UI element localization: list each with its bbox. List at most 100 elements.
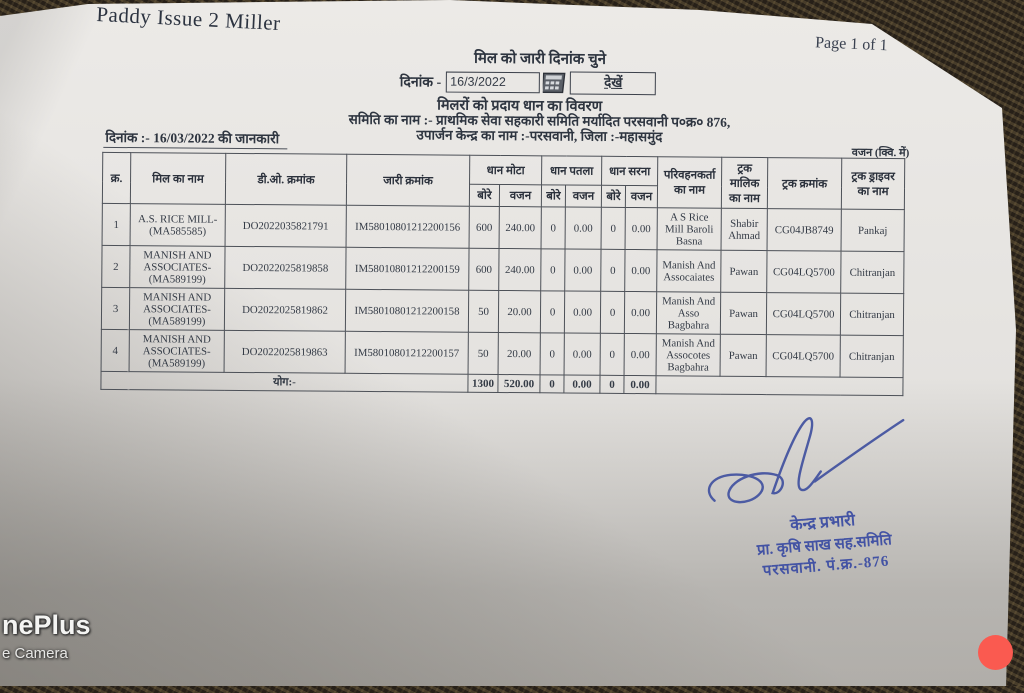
col-header-mill-name: मिल का नाम xyxy=(130,152,226,205)
date-controls: दिनांक - 16/3/2022 देखें xyxy=(400,68,657,96)
calendar-icon[interactable] xyxy=(541,71,567,94)
total-patla-bags: 0 xyxy=(539,374,565,393)
cell-issue-number: IM58010801212200157 xyxy=(345,331,469,375)
col-header-truck-owner: ट्रक मालिक का नाम xyxy=(721,157,768,209)
cell-transporter: A S Rice Mill Baroli Basna xyxy=(657,207,722,251)
cell-mill-name: A.S. RICE MILL- (MA585585) xyxy=(130,203,226,247)
record-indicator-dot xyxy=(978,635,1013,670)
cell-mill-name: MANISH AND ASSOCIATES- (MA589199) xyxy=(129,287,225,331)
cell-transporter: Manish And Assocotes Bagbahra xyxy=(656,333,721,377)
cell-patla-bags: 0 xyxy=(541,206,566,250)
cell-mota-weight: 240.00 xyxy=(499,206,542,249)
total-mota-bags: 1300 xyxy=(467,374,499,393)
table-row: 1 A.S. RICE MILL- (MA585585) DO202203582… xyxy=(102,203,905,252)
cell-issue-number: IM58010801212200156 xyxy=(346,205,470,249)
date-info-line: दिनांक :- 16/03/2022 की जानकारी xyxy=(103,127,288,150)
cell-truck-number: CG04LQ5700 xyxy=(766,250,842,294)
col-header-paddy-sarna: धान सरना xyxy=(601,156,658,186)
cell-sarna-bags: 0 xyxy=(600,291,625,334)
subheader-bags: बोरे xyxy=(601,185,626,208)
total-row-blank xyxy=(655,375,904,396)
cell-patla-bags: 0 xyxy=(540,290,565,333)
cell-mota-bags: 50 xyxy=(468,290,499,333)
col-header-transporter: परिवहनकर्ता का नाम xyxy=(657,156,722,209)
cell-truck-owner: Shabir Ahmad xyxy=(721,208,768,251)
cell-do-number: DO2022035821791 xyxy=(225,204,347,248)
col-header-paddy-mota: धान मोटा xyxy=(469,155,542,185)
cell-mota-bags: 600 xyxy=(469,206,500,249)
cell-truck-owner: Pawan xyxy=(720,250,768,293)
page-indicator: Page 1 of 1 xyxy=(814,34,888,55)
cell-sarna-weight: 0.00 xyxy=(624,249,658,292)
cell-sarna-bags: 0 xyxy=(600,249,626,292)
total-sarna-bags: 0 xyxy=(599,375,625,394)
cell-sarna-bags: 0 xyxy=(601,207,626,250)
cell-truck-owner: Pawan xyxy=(720,334,767,377)
col-header-truck-driver: ट्रक ड्राइवर का नाम xyxy=(841,158,905,210)
total-sarna-weight: 0.00 xyxy=(623,375,657,394)
cell-truck-number: CG04JB8749 xyxy=(767,208,842,252)
watermark-sub: e Camera xyxy=(2,645,68,662)
cell-sn: 2 xyxy=(101,245,131,288)
cell-truck-owner: Pawan xyxy=(720,292,767,335)
cell-mota-bags: 50 xyxy=(468,332,499,375)
cell-sn: 3 xyxy=(101,287,130,330)
cell-truck-number: CG04LQ5700 xyxy=(766,334,841,378)
cell-truck-driver: Chitranjan xyxy=(840,293,904,336)
cell-transporter: Manish And Asso Bagbahra xyxy=(656,291,721,335)
total-patla-weight: 0.00 xyxy=(563,374,601,394)
cell-do-number: DO2022025819858 xyxy=(224,246,347,290)
cell-patla-weight: 0.00 xyxy=(564,290,601,334)
procurement-center-line: उपार्जन केन्द्र का नाम :-परसवानी, जिला :… xyxy=(416,127,663,145)
cell-patla-weight: 0.00 xyxy=(565,207,602,250)
cell-mill-name: MANISH AND ASSOCIATES- (MA589199) xyxy=(129,245,226,289)
date-label: दिनांक - xyxy=(399,74,442,91)
cell-mill-name: MANISH AND ASSOCIATES- (MA589199) xyxy=(129,329,225,373)
paddy-issue-table: क्र. मिल का नाम डी.ओ. क्रमांक जारी क्रमा… xyxy=(100,152,905,396)
cell-truck-driver: Chitranjan xyxy=(840,335,904,378)
subheader-weight: वजन xyxy=(565,185,602,208)
subheader-bags: बोरे xyxy=(541,184,566,208)
cell-sarna-weight: 0.00 xyxy=(624,333,657,376)
cell-sarna-weight: 0.00 xyxy=(624,291,657,334)
cell-issue-number: IM58010801212200159 xyxy=(345,247,470,291)
cell-patla-bags: 0 xyxy=(540,332,565,375)
cell-sn: 4 xyxy=(101,329,130,372)
cell-transporter: Manish And Assocaiates xyxy=(656,249,722,293)
cell-truck-number: CG04LQ5700 xyxy=(766,292,841,336)
cell-patla-weight: 0.00 xyxy=(564,332,601,376)
col-header-paddy-patla: धान पतला xyxy=(541,155,602,186)
subheader-weight: वजन xyxy=(499,184,542,207)
watermark-brand: nePlus xyxy=(2,610,91,640)
cell-do-number: DO2022025819863 xyxy=(224,330,346,374)
view-button[interactable]: देखें xyxy=(570,71,657,95)
signature xyxy=(696,413,917,535)
cell-truck-driver: Chitranjan xyxy=(840,251,905,294)
cell-patla-weight: 0.00 xyxy=(564,249,602,292)
cell-mota-weight: 240.00 xyxy=(498,248,542,291)
cell-truck-driver: Pankaj xyxy=(841,209,905,252)
subheader-weight: वजन xyxy=(625,185,658,208)
date-input[interactable]: 16/3/2022 xyxy=(446,71,541,93)
cell-sarna-bags: 0 xyxy=(600,333,625,376)
camera-watermark: nePlus e Camera xyxy=(2,610,91,662)
col-header-issue-number: जारी क्रमांक xyxy=(346,154,470,207)
doc-title: Paddy Issue 2 Miller xyxy=(95,1,282,36)
cell-issue-number: IM58010801212200158 xyxy=(345,289,469,333)
col-header-sn: क्र. xyxy=(102,152,131,204)
cell-sarna-weight: 0.00 xyxy=(625,207,658,250)
table-row: 4 MANISH AND ASSOCIATES- (MA589199) DO20… xyxy=(101,329,904,378)
cell-do-number: DO2022025819862 xyxy=(224,288,346,332)
table-row: 2 MANISH AND ASSOCIATES- (MA589199) DO20… xyxy=(101,245,905,294)
col-header-do-number: डी.ओ. क्रमांक xyxy=(225,153,347,206)
cell-mota-bags: 600 xyxy=(468,248,500,291)
col-header-truck-number: ट्रक क्रमांक xyxy=(767,157,842,210)
cell-sn: 1 xyxy=(102,203,131,246)
select-date-label: मिल को जारी दिनांक चुने xyxy=(474,50,607,68)
total-mota-weight: 520.00 xyxy=(497,374,541,393)
cell-mota-weight: 20.00 xyxy=(498,290,541,333)
total-label: योग:- xyxy=(100,371,469,393)
cell-mota-weight: 20.00 xyxy=(498,332,541,375)
